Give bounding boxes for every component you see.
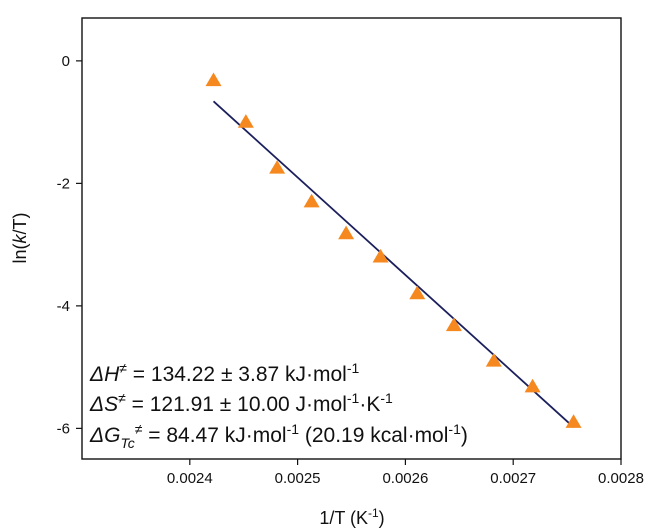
- x-tick-label: 0.0028: [598, 470, 644, 487]
- y-axis-ticks: 0 -2 -4 -6: [57, 53, 82, 437]
- y-tick-label: 0: [62, 53, 70, 70]
- data-point: [524, 378, 541, 393]
- x-tick-label: 0.0027: [490, 470, 536, 487]
- data-point: [565, 414, 582, 428]
- data-point: [372, 248, 389, 263]
- y-axis-label: ln(k/T): [10, 212, 30, 263]
- data-point: [205, 72, 222, 87]
- data-point: [409, 285, 426, 300]
- x-tick-label: 0.0024: [167, 470, 213, 487]
- x-axis-label: 1/T (K-1): [319, 506, 384, 528]
- x-tick-label: 0.0026: [382, 470, 428, 487]
- fit-line: [212, 100, 575, 428]
- annotation-enthalpy: ΔH≠ = 134.22 ± 3.87 kJ·mol-1: [89, 360, 360, 386]
- annotation-block: ΔH≠ = 134.22 ± 3.87 kJ·mol-1 ΔS≠ = 121.9…: [89, 360, 468, 451]
- x-axis-ticks: 0.0024 0.0025 0.0026 0.0027 0.0028: [167, 459, 644, 487]
- data-point: [485, 353, 502, 367]
- x-tick-label: 0.0025: [275, 470, 321, 487]
- data-point: [269, 160, 286, 174]
- annotation-entropy: ΔS≠ = 121.91 ± 10.00 J·mol-1·K-1: [89, 390, 393, 416]
- data-points: [205, 72, 582, 428]
- data-point: [338, 225, 355, 240]
- plot-frame: [81, 17, 622, 460]
- y-tick-label: -4: [57, 298, 70, 315]
- y-tick-label: -2: [57, 175, 70, 192]
- data-point: [303, 193, 320, 208]
- y-tick-label: -6: [57, 420, 70, 437]
- data-point: [237, 114, 254, 128]
- fit-line-group: [212, 100, 575, 428]
- annotation-gibbs: ΔGTc≠ = 84.47 kJ·mol-1 (20.19 kcal·mol-1…: [89, 421, 468, 451]
- data-point: [445, 317, 462, 332]
